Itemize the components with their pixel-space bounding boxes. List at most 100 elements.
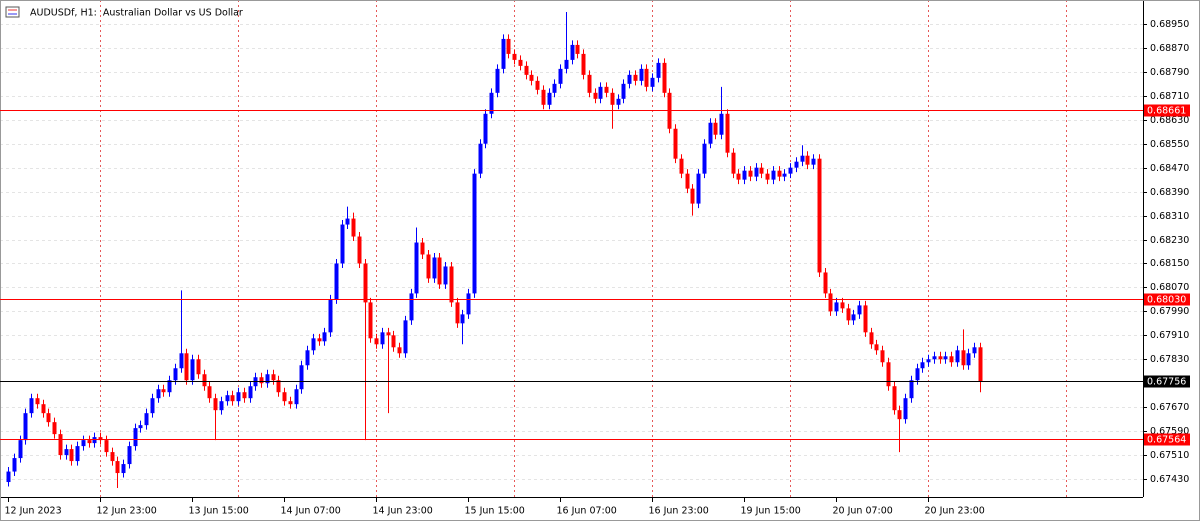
y-tick-label: 0.68870 <box>1150 43 1189 54</box>
candle-body <box>133 428 138 447</box>
y-tick-label: 0.68150 <box>1150 258 1189 269</box>
candle-body <box>271 374 276 381</box>
candle-body <box>58 434 63 456</box>
candle-body <box>173 368 178 381</box>
candle-body <box>915 368 920 381</box>
x-tick-label: 16 Jun 07:00 <box>557 506 617 517</box>
candle-body <box>380 332 385 345</box>
candle-body <box>966 353 971 366</box>
x-tick-label: 12 Jun 23:00 <box>97 506 157 517</box>
candle-body <box>144 413 149 426</box>
candle-body <box>610 92 615 105</box>
candle-body <box>449 266 454 303</box>
candle-body <box>604 86 609 93</box>
candle-body <box>846 308 851 321</box>
candle-body <box>41 404 46 414</box>
candle-body <box>403 320 408 354</box>
candle-body <box>759 167 764 174</box>
candle-body <box>823 272 828 294</box>
candle-body <box>230 395 235 402</box>
candle-body <box>110 452 115 462</box>
x-tick-label: 14 Jun 23:00 <box>373 506 433 517</box>
candle-body <box>437 257 442 285</box>
candle-body <box>35 398 40 405</box>
candle-body <box>328 299 333 333</box>
candle-body <box>794 161 799 168</box>
candle-body <box>104 440 109 453</box>
candle-body <box>426 254 431 279</box>
candle-body <box>587 74 592 93</box>
candle-body <box>535 80 540 90</box>
candle-body <box>46 413 51 423</box>
candle-body <box>943 356 948 360</box>
candle-body <box>478 143 483 174</box>
candle-body <box>121 464 126 474</box>
candle-body <box>64 449 69 456</box>
candle-body <box>161 389 166 393</box>
candle-body <box>127 446 132 465</box>
y-tick-label: 0.67830 <box>1150 354 1189 365</box>
candle-body <box>202 374 207 387</box>
candle-body <box>443 266 448 285</box>
candle-body <box>696 173 701 204</box>
candle-body <box>340 224 345 264</box>
y-tick-label: 0.68950 <box>1150 19 1189 30</box>
x-tick-label: 13 Jun 15:00 <box>189 506 249 517</box>
candle-body <box>259 377 264 384</box>
candle-body <box>564 59 569 69</box>
candle-body <box>460 314 465 324</box>
candle-body <box>156 389 161 399</box>
y-tick-label: 0.68710 <box>1150 91 1189 102</box>
y-tick-label: 0.67430 <box>1150 474 1189 485</box>
candle-body <box>788 167 793 174</box>
candle-body <box>955 350 960 363</box>
candle-body <box>207 386 212 399</box>
candle-body <box>800 155 805 162</box>
candle-body <box>938 356 943 360</box>
candle-body <box>294 389 299 405</box>
y-tick-label: 0.68230 <box>1150 235 1189 246</box>
candle-body <box>6 471 11 483</box>
candle-body <box>621 83 626 99</box>
candle-body <box>575 44 580 54</box>
candle-body <box>529 74 534 81</box>
candle-body <box>213 398 218 411</box>
candle-body <box>880 350 885 363</box>
price-level-label: 0.68661 <box>1147 106 1186 117</box>
y-tick-label: 0.68630 <box>1150 115 1189 126</box>
candle-body <box>702 143 707 174</box>
candle-body <box>98 437 103 441</box>
candle-body <box>322 332 327 342</box>
candle-body <box>472 173 477 294</box>
candle-body <box>524 65 529 75</box>
candle-body <box>616 98 621 105</box>
y-tick-label: 0.68550 <box>1150 139 1189 150</box>
candle-body <box>570 44 575 60</box>
price-level-tag <box>1144 433 1190 446</box>
candle-body <box>903 398 908 420</box>
y-tick-label: 0.67910 <box>1150 330 1189 341</box>
candle-body <box>644 68 649 87</box>
candle-body <box>874 344 879 351</box>
candle-body <box>978 347 983 382</box>
candle-body <box>725 113 730 153</box>
candle-body <box>299 365 304 390</box>
candle-body <box>489 92 494 114</box>
y-tick-label: 0.67510 <box>1150 450 1189 461</box>
candle-body <box>512 53 517 60</box>
candle-body <box>311 338 316 351</box>
candle-body <box>805 155 810 165</box>
x-tick-label: 16 Jun 23:00 <box>649 506 709 517</box>
candle-body <box>897 410 902 420</box>
price-level-label: 0.67756 <box>1147 377 1186 388</box>
candle-body <box>81 440 86 447</box>
candle-body <box>368 302 373 339</box>
candle-body <box>834 302 839 312</box>
candle-body <box>685 173 690 189</box>
candle-body <box>558 68 563 84</box>
x-tick-label: 15 Jun 15:00 <box>465 506 525 517</box>
y-tick-label: 0.68470 <box>1150 163 1189 174</box>
